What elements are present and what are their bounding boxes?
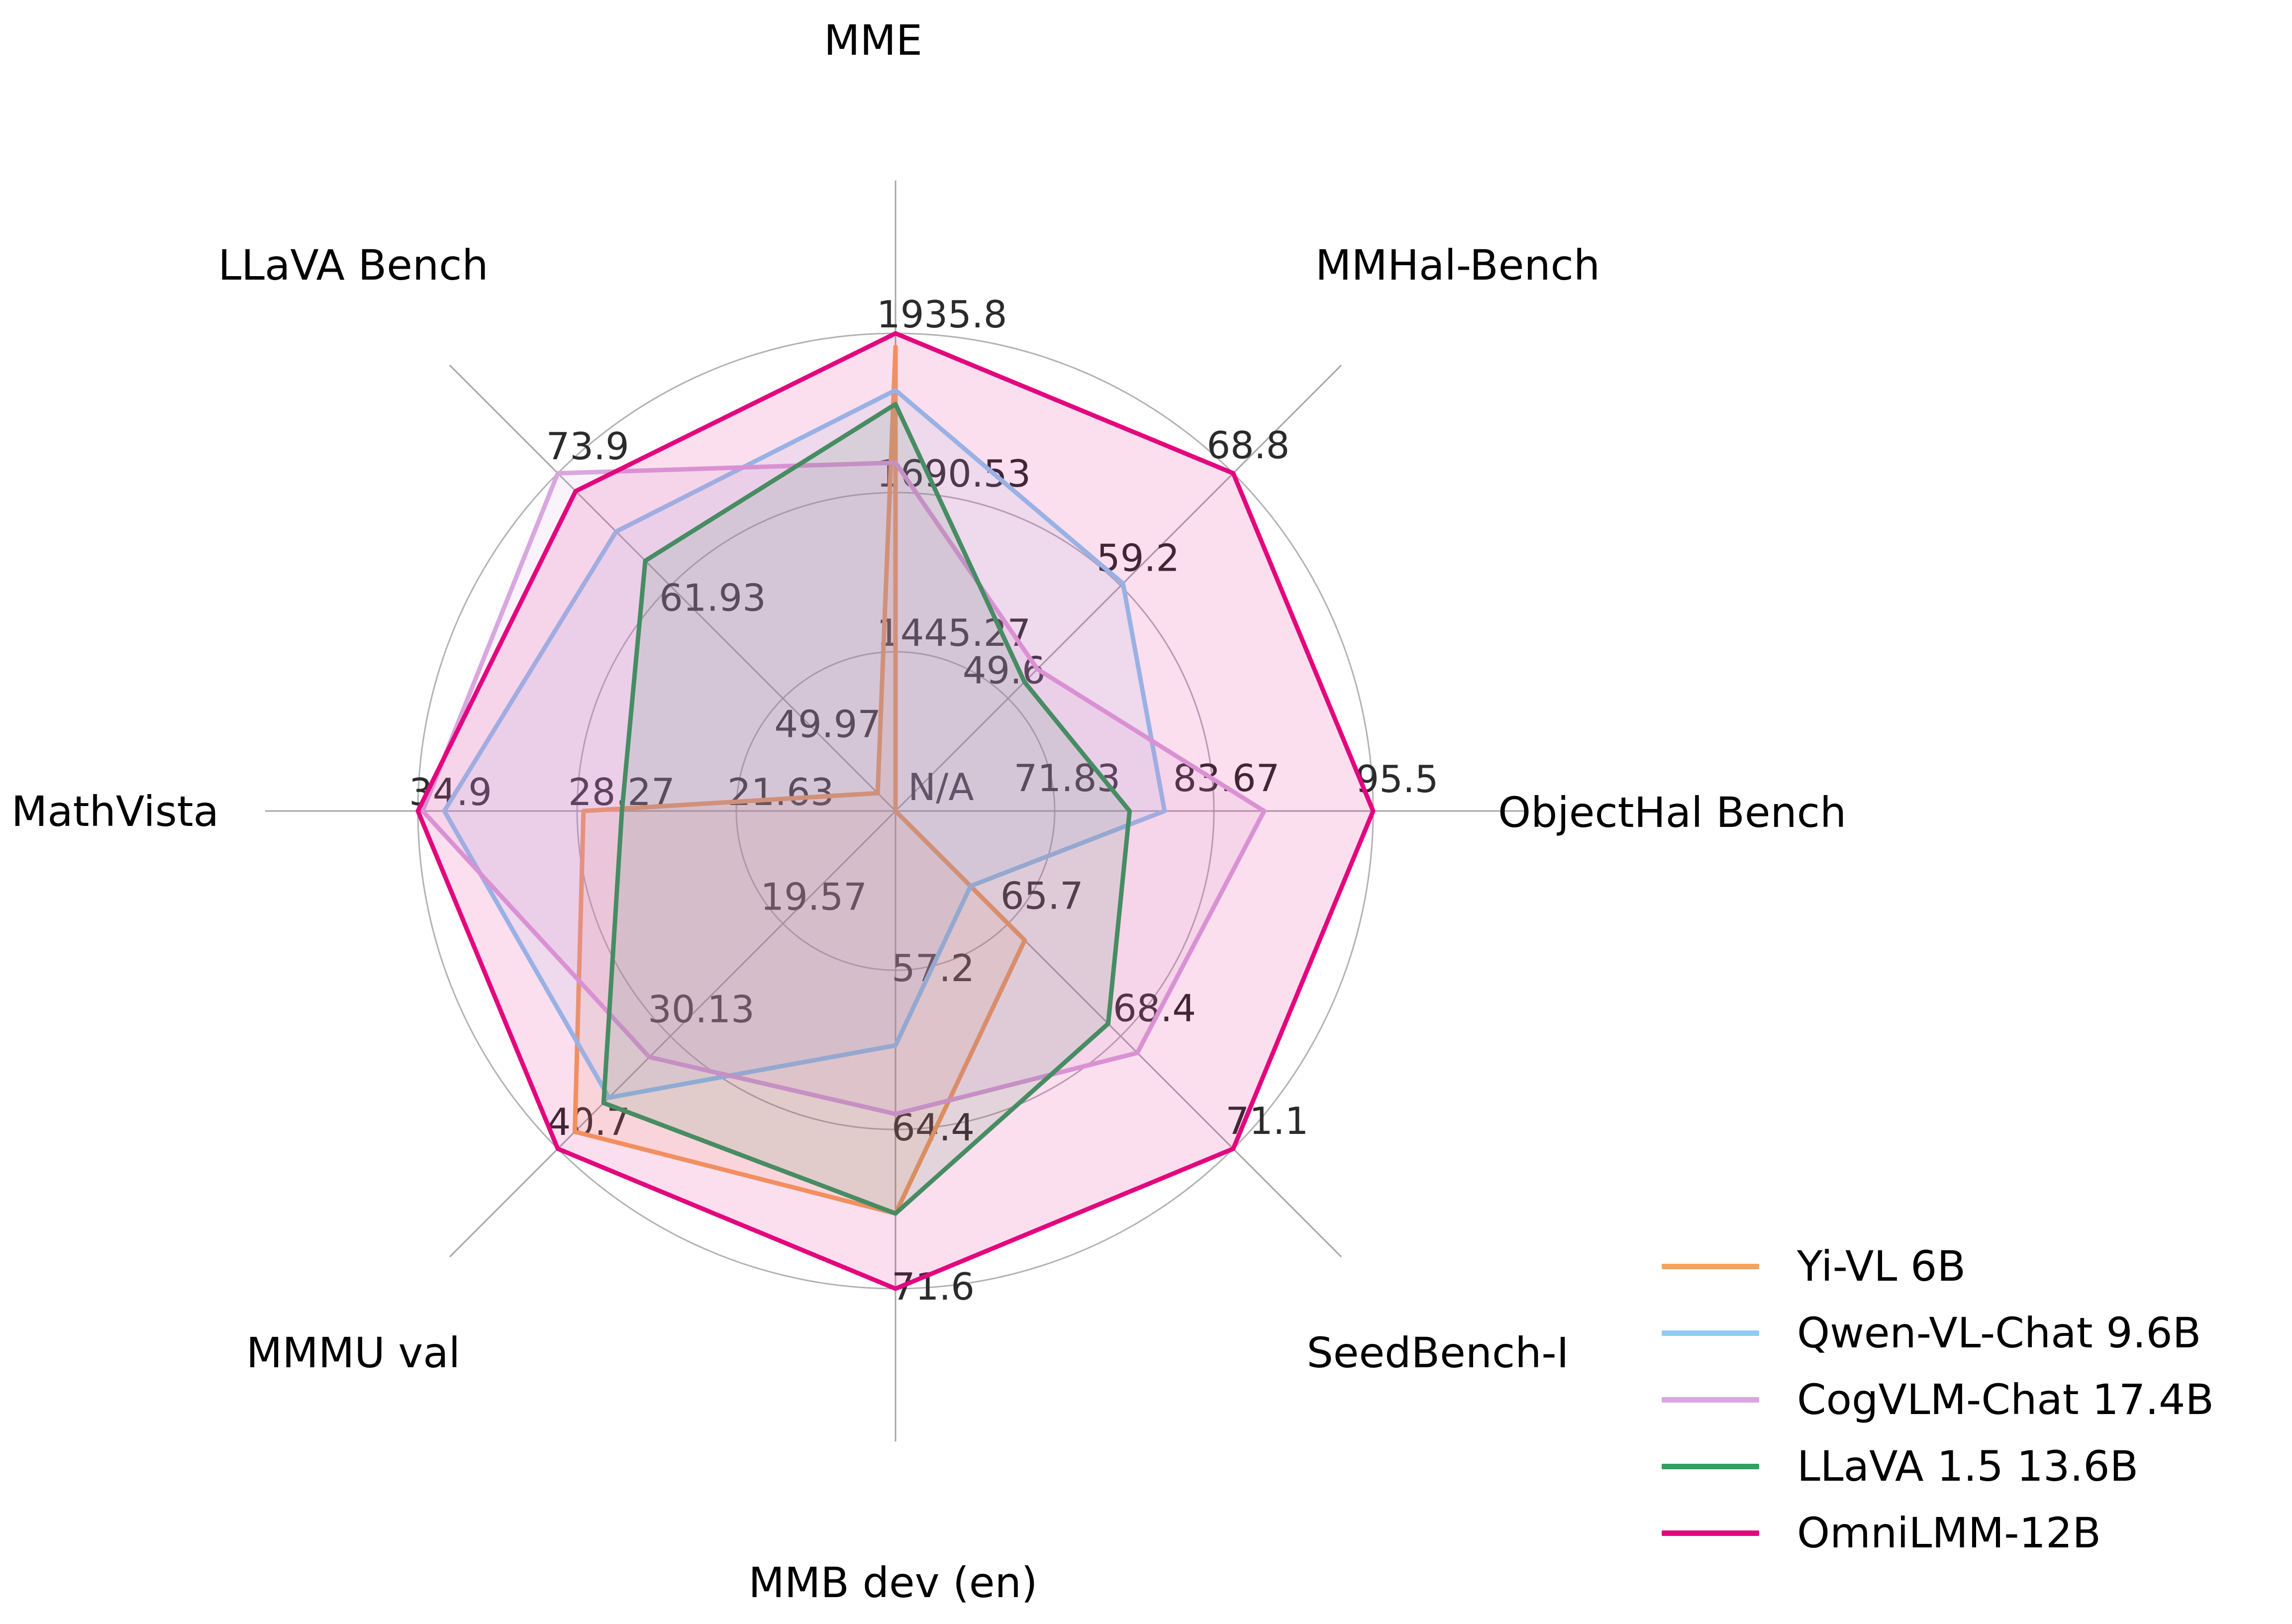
- tick-label: 19.57: [760, 875, 867, 918]
- axis-title: MMMU val: [246, 1328, 460, 1377]
- tick-label: 49.6: [963, 649, 1046, 693]
- legend-line-swatch: [1662, 1463, 1759, 1469]
- axis-title: SeedBench-I: [1306, 1328, 1569, 1377]
- tick-label: 1445.27: [877, 611, 1031, 655]
- legend: Yi-VL 6B Qwen-VL-Chat 9.6B CogVLM-Chat 1…: [1662, 1233, 2214, 1566]
- tick-label: 30.13: [648, 988, 755, 1031]
- legend-item: Yi-VL 6B: [1662, 1233, 2214, 1300]
- series-polygon-cogvlm-chat-17-4b: [420, 460, 1267, 1116]
- legend-item: OmniLMM-12B: [1662, 1500, 2214, 1566]
- legend-item: LLaVA 1.5 13.6B: [1662, 1433, 2214, 1500]
- tick-label: 49.97: [774, 703, 881, 746]
- tick-label: 21.63: [727, 770, 834, 814]
- tick-label: 1935.8: [877, 293, 1007, 336]
- legend-item-label: OmniLMM-12B: [1797, 1509, 2101, 1557]
- series-polygon-omnilmm-12b: [415, 331, 1376, 1291]
- legend-line-swatch: [1662, 1263, 1759, 1269]
- axis-spoke: [449, 364, 897, 812]
- center-label: N/A: [908, 765, 974, 809]
- axis-spoke: [449, 810, 897, 1258]
- legend-line-swatch: [1662, 1530, 1759, 1536]
- series-polygon-qwen-vl-chat-9-6b: [442, 388, 1167, 1100]
- legend-item: Qwen-VL-Chat 9.6B: [1662, 1300, 2214, 1366]
- legend-item-label: Yi-VL 6B: [1797, 1242, 1966, 1291]
- tick-label: 95.5: [1356, 757, 1439, 801]
- axis-title: MME: [824, 16, 922, 65]
- axis-title: MathVista: [11, 787, 219, 836]
- series-polygon-llava-1-5-13-6b: [601, 402, 1132, 1216]
- series-polygon-yi-vl-6b: [572, 344, 1027, 1216]
- axis-title: MMB dev (en): [748, 1558, 1037, 1607]
- tick-label: 65.7: [1000, 874, 1084, 917]
- axis-spoke: [895, 364, 1342, 812]
- legend-line-swatch: [1662, 1330, 1759, 1336]
- legend-line-swatch: [1662, 1397, 1759, 1403]
- tick-label: 68.8: [1206, 423, 1290, 467]
- legend-item-label: LLaVA 1.5 13.6B: [1797, 1442, 2139, 1491]
- axis-title: LLaVA Bench: [218, 241, 488, 290]
- tick-label: 61.93: [659, 576, 766, 619]
- legend-item: CogVLM-Chat 17.4B: [1662, 1366, 2214, 1433]
- legend-item-label: Qwen-VL-Chat 9.6B: [1797, 1309, 2201, 1357]
- axis-title: MMHal-Bench: [1315, 241, 1600, 290]
- tick-label: 73.9: [546, 424, 629, 468]
- axis-title: ObjectHal Bench: [1498, 788, 1846, 837]
- legend-item-label: CogVLM-Chat 17.4B: [1797, 1375, 2214, 1424]
